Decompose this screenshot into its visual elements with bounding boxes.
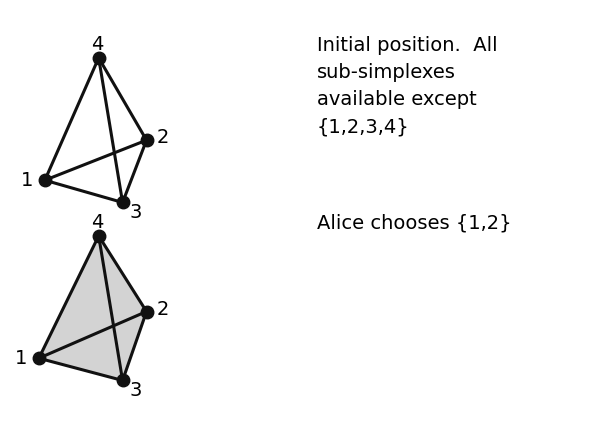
Text: 3: 3 — [130, 381, 142, 400]
Text: 2: 2 — [157, 129, 169, 147]
Text: Initial position.  All
sub-simplexes
available except
{1,2,3,4}: Initial position. All sub-simplexes avai… — [317, 36, 498, 136]
Polygon shape — [39, 236, 123, 380]
Text: 3: 3 — [130, 203, 142, 222]
Polygon shape — [99, 236, 147, 380]
Text: 1: 1 — [15, 349, 27, 368]
Text: 4: 4 — [91, 213, 103, 232]
Text: Alice chooses {1,2}: Alice chooses {1,2} — [317, 214, 511, 233]
Text: 1: 1 — [21, 171, 33, 190]
Text: 4: 4 — [91, 35, 103, 54]
Text: 2: 2 — [157, 300, 169, 319]
